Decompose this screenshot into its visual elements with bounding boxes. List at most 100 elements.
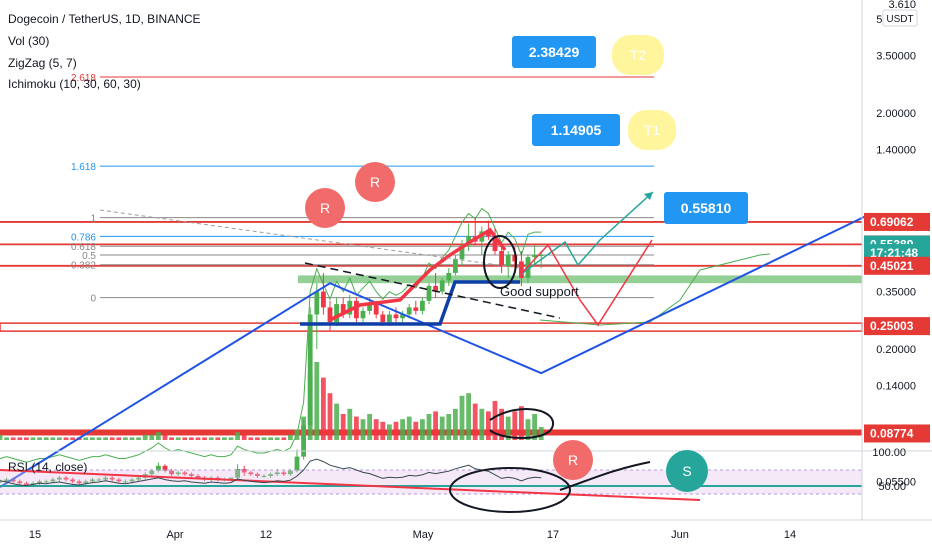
volume-bar	[393, 421, 399, 440]
rsi-circle	[449, 467, 571, 513]
volume-bar	[182, 437, 188, 440]
candle-body	[413, 307, 419, 311]
volume-bar	[116, 437, 122, 440]
volume-bar	[314, 362, 320, 440]
time-tick: May	[413, 529, 434, 541]
candle-body	[261, 475, 267, 477]
volume-bar	[347, 408, 353, 440]
candle-body	[453, 259, 458, 273]
callout-target: T1	[644, 122, 661, 138]
candle-body	[195, 475, 201, 478]
volume-bar	[136, 437, 141, 440]
candle-body	[228, 477, 234, 480]
indicator-vol[interactable]: Vol (30)	[8, 34, 50, 48]
candle-body	[538, 255, 544, 257]
volume-bar	[90, 437, 95, 440]
volume-bar	[169, 437, 174, 440]
indicator-zigzag[interactable]: ZigZag (5, 7)	[8, 56, 77, 70]
candle-body	[340, 304, 346, 315]
candle-body	[294, 456, 300, 471]
volume-bar	[142, 434, 148, 440]
callout-letter: R	[370, 174, 380, 190]
time-tick: Apr	[166, 529, 183, 541]
volume-bar	[505, 416, 511, 440]
price-tick: 0.20000	[876, 344, 916, 356]
callout-bubble	[612, 35, 664, 75]
volume-bar	[248, 437, 254, 440]
projection-arrow	[644, 192, 653, 200]
indicator-ichimoku[interactable]: Ichimoku (10, 30, 60, 30)	[8, 77, 141, 91]
fib-label: 0.786	[71, 232, 96, 243]
candle-body	[255, 474, 260, 476]
candle-body	[103, 477, 108, 480]
ichimoku-future	[539, 253, 771, 326]
price-tick: 0.05500	[876, 476, 916, 488]
rsi-tick: 50.00	[878, 481, 906, 493]
candle-body	[459, 245, 465, 260]
candle-body	[116, 479, 122, 482]
candle-body	[43, 481, 49, 483]
candle-body	[446, 272, 452, 281]
candle-body	[334, 304, 339, 323]
price-tick: 0.14000	[876, 381, 916, 393]
callout-letter: R	[568, 452, 578, 468]
chart-text: Good support	[500, 284, 579, 299]
volume-bar	[261, 437, 267, 440]
candle-body	[307, 314, 313, 426]
volume-bar	[499, 408, 504, 440]
candle-body	[505, 255, 511, 266]
volume-bar	[439, 416, 445, 440]
callout-value: 2.38429	[529, 44, 580, 60]
candle-body	[512, 255, 518, 262]
candle-body	[235, 469, 240, 478]
candle-body	[268, 474, 273, 476]
volume-bar	[4, 437, 9, 440]
price-axis: 3.6105.000003.500002.000001.400000.35000…	[861, 0, 930, 520]
time-axis: 15 Apr 12 May 17 Jun 14	[0, 519, 932, 541]
fib-label: 1	[90, 214, 96, 225]
candle-body	[373, 304, 379, 315]
candle-body	[380, 314, 386, 323]
candle-body	[420, 300, 425, 311]
volume-bar	[96, 437, 102, 440]
volume-bar	[420, 419, 425, 440]
volume-bar	[37, 437, 42, 440]
candle-body	[274, 472, 280, 475]
volume-bar	[103, 437, 108, 440]
callout-circle	[305, 188, 345, 228]
candle-body	[63, 477, 69, 480]
projection-down	[519, 239, 653, 327]
callout-value: 1.14905	[551, 122, 602, 138]
volume-bar	[519, 406, 524, 440]
volume-bar	[525, 419, 531, 440]
volume-bar	[228, 437, 234, 440]
volume-bar	[162, 434, 168, 440]
volume-bar	[532, 414, 537, 440]
candle-body	[37, 481, 42, 484]
volume-bar	[446, 414, 452, 440]
candle-body	[169, 470, 174, 475]
drawings	[99, 191, 654, 439]
candle-body	[387, 314, 392, 323]
time-tick: 12	[260, 529, 272, 541]
price-tick: 3.610	[888, 0, 916, 11]
candle-body	[70, 479, 75, 482]
candle-body	[393, 314, 399, 319]
callout-circle	[666, 450, 708, 492]
price-label-bg	[864, 212, 930, 231]
volume-bar	[406, 416, 412, 440]
volume-bar	[380, 421, 386, 440]
candle-body	[76, 481, 82, 484]
candle-body	[354, 300, 359, 319]
volume-bar	[373, 419, 379, 440]
kijun-line	[300, 280, 520, 326]
callouts: 2.38429 T2 1.14905 T1 0.55810 R R R S	[305, 35, 748, 492]
price-tick: 3.50000	[876, 51, 916, 63]
volume-bar	[459, 395, 465, 440]
candle-body	[400, 314, 405, 319]
price-label: 0.45021	[870, 259, 914, 273]
candle-body	[57, 477, 62, 480]
callout-bubble	[628, 110, 676, 150]
